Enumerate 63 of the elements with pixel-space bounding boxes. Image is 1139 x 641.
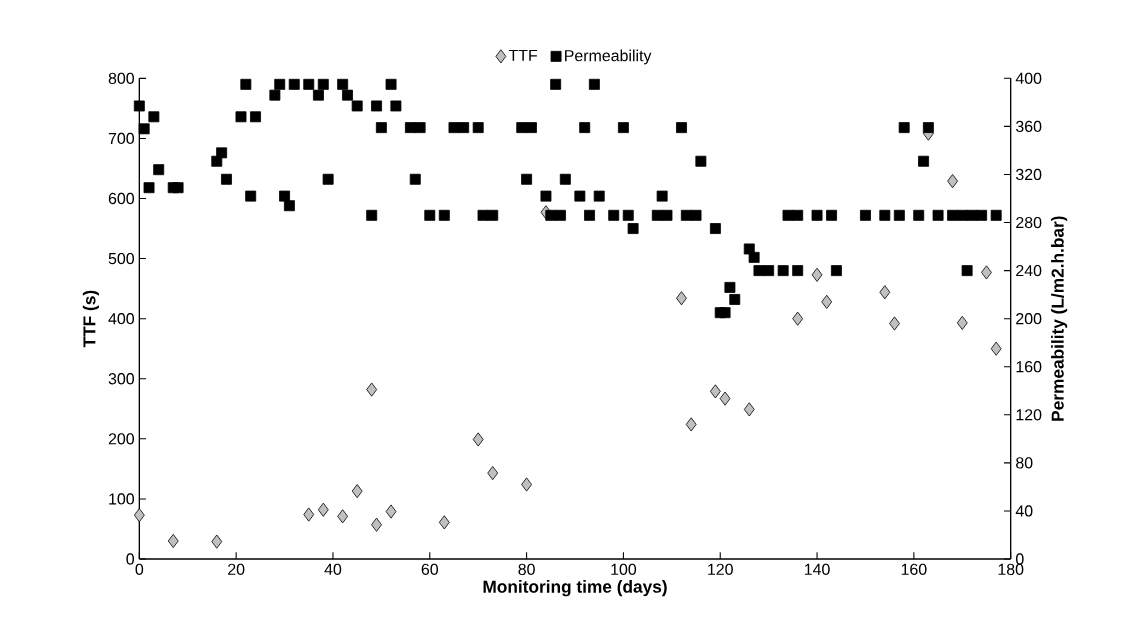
y2-tick-label: 240 — [1016, 264, 1042, 277]
point — [521, 477, 532, 492]
y2-tick-label: 160 — [1016, 361, 1042, 373]
point — [710, 384, 721, 399]
point — [879, 285, 891, 300]
point — [889, 316, 900, 331]
x-tick-label: 0 — [135, 563, 144, 575]
y2-tick-label: 200 — [1016, 313, 1042, 325]
y-tick-label: 100 — [109, 493, 135, 505]
point — [947, 174, 958, 189]
point — [317, 502, 329, 517]
y2-tick-label: 0 — [1016, 553, 1024, 565]
point — [719, 391, 731, 406]
y-tick-label: 200 — [108, 433, 135, 445]
y-tick-label: 0 — [126, 553, 135, 565]
y-tick-label: 500 — [108, 252, 135, 265]
x-axis-title: Monitoring time (days) — [483, 580, 667, 597]
x-tick-label: 60 — [421, 563, 439, 575]
legend-label: Permeability — [565, 49, 652, 65]
point — [821, 294, 833, 309]
point — [956, 315, 968, 330]
y-tick-label: 400 — [108, 313, 135, 325]
y2-tick-label: 320 — [1015, 168, 1042, 181]
point — [981, 265, 992, 280]
point — [438, 515, 450, 530]
y-tick-label: 800 — [108, 72, 135, 84]
y2-tick-label: 120 — [1016, 409, 1042, 421]
y2-tick-label: 80 — [1016, 457, 1033, 469]
x-tick-label: 100 — [611, 563, 637, 575]
point — [366, 382, 378, 397]
y2-tick-label: 40 — [1015, 505, 1033, 517]
point — [676, 291, 687, 306]
point — [371, 517, 382, 532]
x-tick-label: 80 — [518, 563, 535, 575]
point — [351, 484, 363, 499]
y2-tick-label: 360 — [1015, 120, 1042, 133]
point — [811, 267, 823, 282]
x-tick-label: 140 — [804, 563, 830, 575]
point — [685, 417, 697, 432]
y-tick-label: 700 — [108, 132, 135, 145]
point — [337, 509, 349, 524]
point — [743, 402, 755, 417]
point — [385, 504, 397, 519]
y-axis-title: TTF (s) — [82, 290, 99, 348]
point — [211, 534, 223, 549]
y2-tick-label: 280 — [1016, 216, 1042, 229]
x-tick-label: 20 — [228, 563, 245, 575]
point — [487, 466, 499, 481]
x-tick-label: 160 — [901, 563, 927, 575]
y2-tick-label: 400 — [1015, 72, 1042, 84]
y-tick-label: 600 — [108, 192, 135, 205]
x-tick-label: 40 — [324, 563, 342, 575]
x-tick-label: 120 — [708, 563, 733, 575]
point — [303, 507, 315, 522]
point — [990, 341, 1002, 356]
point — [133, 508, 145, 523]
legend-label: TTF — [508, 49, 538, 61]
x-tick-label: 180 — [998, 563, 1024, 575]
y2-axis-title: Permeability (L/m2.h.bar) — [1051, 216, 1068, 421]
y-tick-label: 300 — [108, 373, 135, 385]
point — [167, 533, 179, 549]
point — [472, 432, 484, 447]
point — [792, 311, 804, 326]
